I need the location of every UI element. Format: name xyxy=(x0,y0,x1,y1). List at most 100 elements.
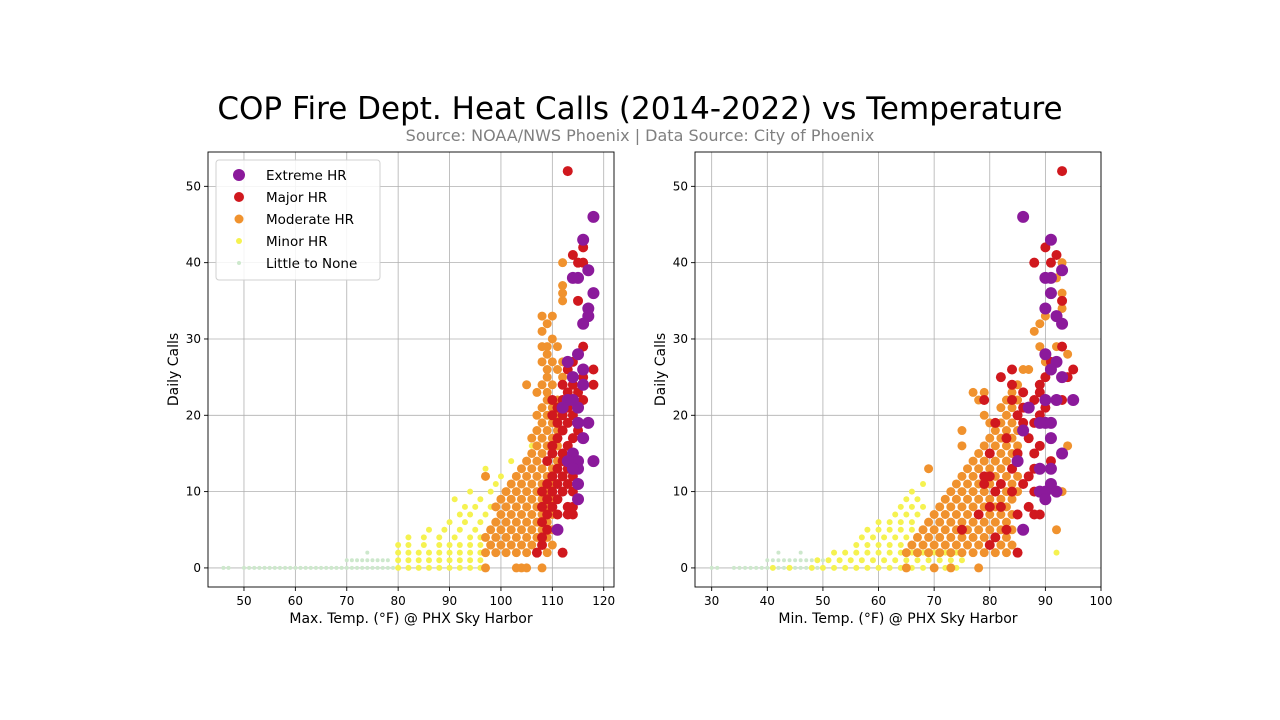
data-point xyxy=(436,534,443,541)
data-point xyxy=(957,502,967,512)
data-point xyxy=(257,565,262,570)
data-point xyxy=(532,426,542,436)
data-point xyxy=(385,565,390,570)
data-point xyxy=(522,471,532,481)
x-tick-label: 80 xyxy=(391,594,406,608)
data-point xyxy=(940,494,950,504)
data-point xyxy=(522,380,532,390)
data-point xyxy=(1068,364,1079,375)
data-point xyxy=(501,517,511,527)
data-point xyxy=(979,517,989,527)
series-extreme-hr xyxy=(551,210,600,536)
data-point xyxy=(344,558,349,563)
data-point xyxy=(1052,525,1062,535)
data-point xyxy=(547,471,558,482)
data-point xyxy=(537,448,547,458)
data-point xyxy=(1012,410,1023,421)
data-point xyxy=(532,471,542,481)
data-point xyxy=(577,233,590,246)
series-moderate-hr xyxy=(481,258,568,573)
data-point xyxy=(252,565,257,570)
data-point xyxy=(339,565,344,570)
data-point xyxy=(963,464,973,474)
data-point xyxy=(853,542,860,549)
x-tick-label: 100 xyxy=(1090,594,1113,608)
data-point xyxy=(283,565,288,570)
data-point xyxy=(537,532,548,543)
data-point xyxy=(1045,257,1056,268)
data-point xyxy=(1029,326,1039,336)
data-point xyxy=(511,471,521,481)
y-tick-label: 30 xyxy=(673,332,688,346)
data-point xyxy=(456,542,463,549)
data-point xyxy=(946,517,956,527)
data-point xyxy=(990,456,1000,466)
data-point xyxy=(1039,394,1052,407)
x-tick-label: 100 xyxy=(489,594,512,608)
chart-title: COP Fire Dept. Heat Calls (2014-2022) vs… xyxy=(217,91,1062,127)
data-point xyxy=(1012,547,1023,558)
legend-item: Moderate HR xyxy=(234,212,354,228)
y-tick-label: 30 xyxy=(186,332,201,346)
data-point xyxy=(537,326,547,336)
data-point xyxy=(537,486,548,497)
data-point xyxy=(467,557,474,564)
data-point xyxy=(572,348,585,361)
data-point xyxy=(491,532,501,542)
data-point xyxy=(477,519,484,526)
data-point xyxy=(1035,342,1045,352)
data-point xyxy=(542,365,552,374)
data-point xyxy=(1057,303,1067,313)
data-point xyxy=(869,557,876,564)
data-point xyxy=(467,534,474,541)
data-point xyxy=(527,494,537,504)
data-point xyxy=(935,517,945,527)
data-point xyxy=(506,510,516,519)
data-point xyxy=(542,319,552,329)
data-point xyxy=(405,564,412,571)
data-point xyxy=(537,311,547,321)
data-point xyxy=(864,549,871,556)
data-point xyxy=(886,549,893,556)
data-point xyxy=(385,558,390,563)
y-tick-label: 50 xyxy=(673,179,688,193)
data-point xyxy=(1039,302,1052,315)
data-point xyxy=(365,565,370,570)
data-point xyxy=(491,548,501,558)
data-point xyxy=(522,517,532,527)
data-point xyxy=(819,564,826,571)
data-point xyxy=(951,540,961,550)
data-point xyxy=(527,464,537,474)
data-point xyxy=(587,287,600,300)
data-point xyxy=(996,494,1006,504)
data-point xyxy=(957,471,967,481)
data-point xyxy=(349,558,354,563)
data-point xyxy=(1044,432,1057,445)
data-point xyxy=(506,479,516,489)
chart-subtitle: Source: NOAA/NWS Phoenix | Data Source: … xyxy=(406,126,875,145)
data-point xyxy=(957,487,967,497)
data-point xyxy=(1044,462,1057,475)
data-point xyxy=(516,494,526,504)
data-point xyxy=(1018,387,1029,398)
data-point xyxy=(958,557,965,564)
data-point xyxy=(542,342,552,352)
data-point xyxy=(908,526,915,533)
data-point xyxy=(929,525,939,535)
data-point xyxy=(908,488,915,495)
data-point xyxy=(501,532,511,542)
data-point xyxy=(420,542,427,549)
data-point xyxy=(1063,349,1073,359)
data-point xyxy=(552,509,563,520)
data-point xyxy=(1007,479,1017,489)
data-point xyxy=(804,558,809,563)
data-point xyxy=(1033,462,1046,475)
data-point xyxy=(765,558,770,563)
data-point xyxy=(552,463,563,474)
data-point xyxy=(501,487,511,497)
data-point xyxy=(748,565,753,570)
data-point xyxy=(482,465,489,472)
data-point xyxy=(968,502,978,512)
data-point xyxy=(303,565,308,570)
